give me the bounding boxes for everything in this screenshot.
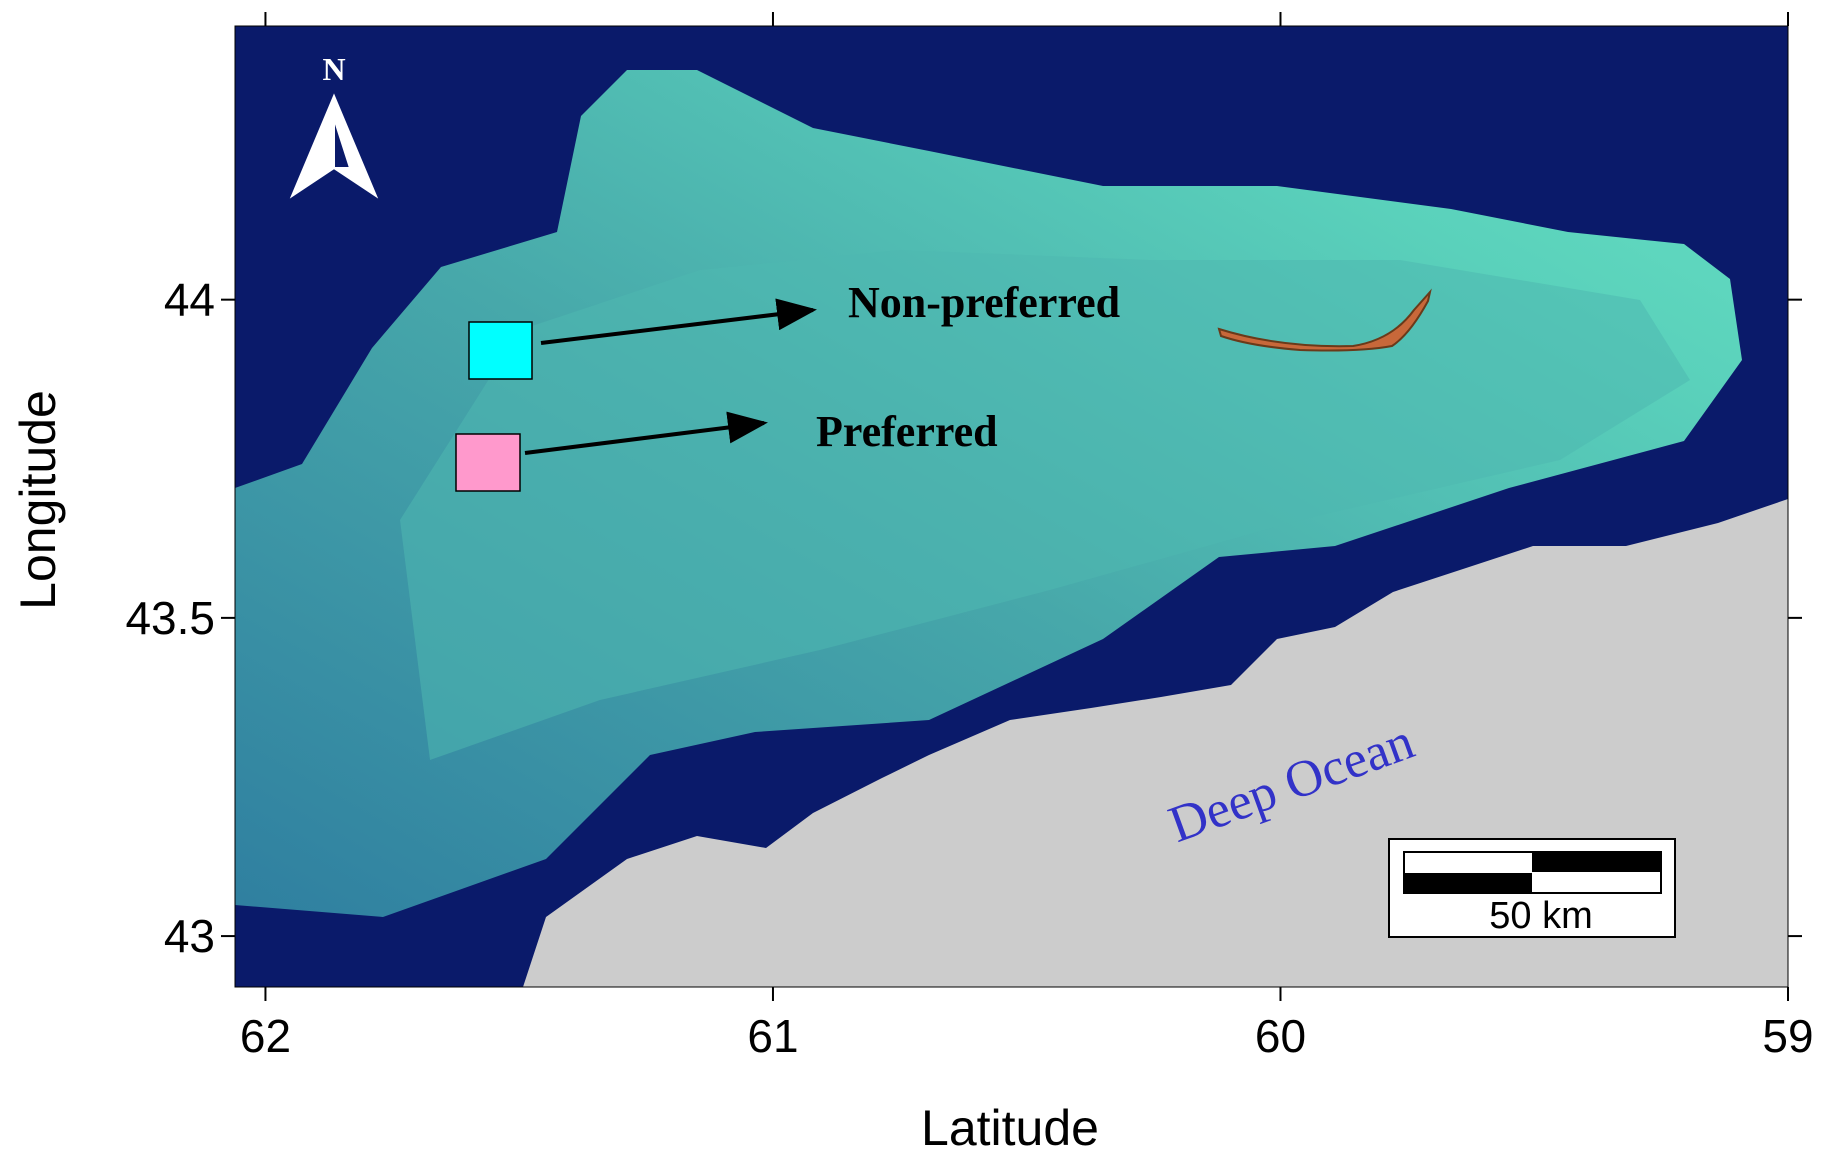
x-tick-label: 62 [240, 1010, 291, 1062]
north-label: N [322, 51, 345, 87]
y-axis-label: Longitude [10, 390, 66, 610]
scale-segment [1532, 852, 1661, 872]
map-figure: 62 61 60 59 43 43.5 44 N Non-preferred Preferr… [0, 0, 1821, 1157]
y-tick-label: 43 [164, 910, 215, 962]
non-preferred-marker [469, 322, 532, 379]
x-tick-label: 61 [747, 1010, 798, 1062]
scale-bar: 50 km [1389, 839, 1675, 937]
annotation: Preferred [816, 407, 998, 456]
x-tick-label: 59 [1762, 1010, 1813, 1062]
scale-segment [1404, 873, 1532, 893]
annotation: Non-preferred [848, 278, 1120, 327]
x-axis-label: Latitude [921, 1100, 1099, 1156]
y-tick-label: 44 [164, 274, 215, 326]
scale-label: 50 km [1489, 895, 1592, 937]
x-tick-label: 60 [1255, 1010, 1306, 1062]
preferred-marker [456, 434, 520, 491]
y-tick-label: 43.5 [125, 592, 215, 644]
